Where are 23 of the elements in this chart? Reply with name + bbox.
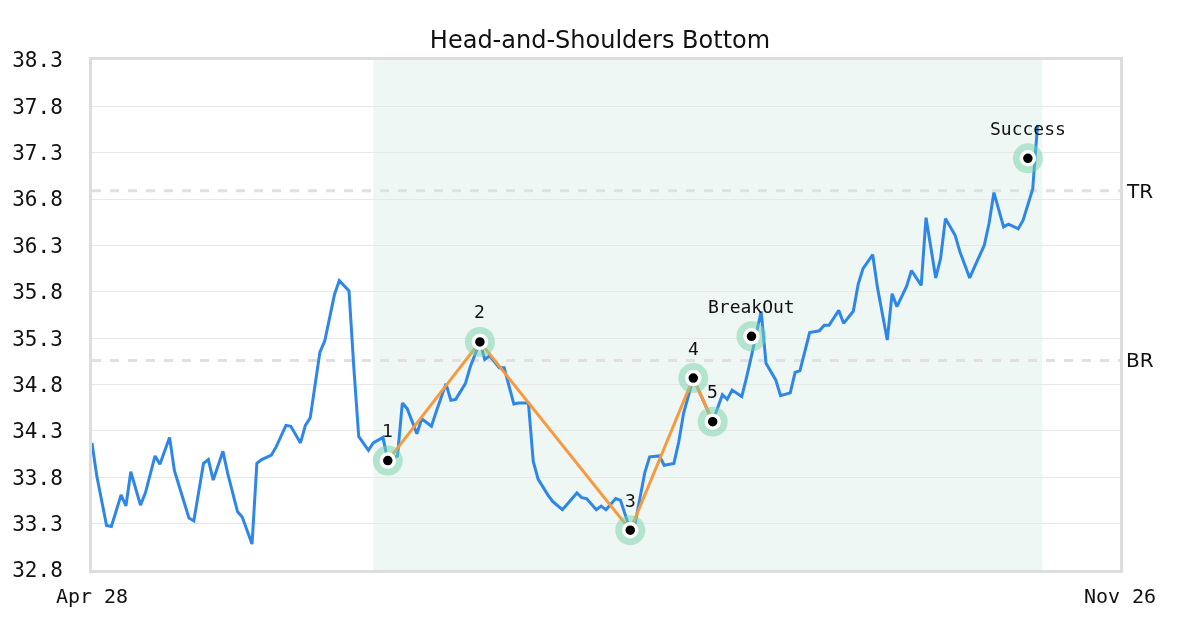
- annotation: 4: [688, 338, 699, 359]
- y-tick-label: 32.8: [12, 558, 63, 583]
- annotation: BreakOut: [708, 296, 795, 317]
- y-tick-label: 35.3: [12, 326, 63, 351]
- y-tick-label: 33.8: [12, 465, 63, 490]
- y-tick-label: 36.8: [12, 187, 63, 212]
- y-tick-label: 38.3: [12, 48, 63, 73]
- ref-line-label: BR: [1126, 348, 1154, 372]
- y-tick-label: 33.3: [12, 511, 63, 536]
- y-tick-label: 37.3: [12, 141, 63, 166]
- annotation: 2: [474, 301, 485, 322]
- y-tick-label: 34.3: [12, 419, 63, 444]
- y-tick-label: 36.3: [12, 233, 63, 258]
- y-tick-label: 37.8: [12, 94, 63, 119]
- y-tick-label: 35.8: [12, 280, 63, 305]
- annotation: 5: [707, 381, 718, 402]
- x-tick-label: Apr 28: [55, 584, 129, 608]
- ref-line-label: TR: [1126, 179, 1154, 203]
- chart-title: Head-and-Shoulders Bottom: [429, 26, 771, 55]
- annotation: 1: [382, 420, 393, 441]
- x-tick-label: Nov 26: [1083, 584, 1157, 608]
- annotation: 3: [625, 490, 636, 511]
- y-tick-label: 34.8: [12, 372, 63, 397]
